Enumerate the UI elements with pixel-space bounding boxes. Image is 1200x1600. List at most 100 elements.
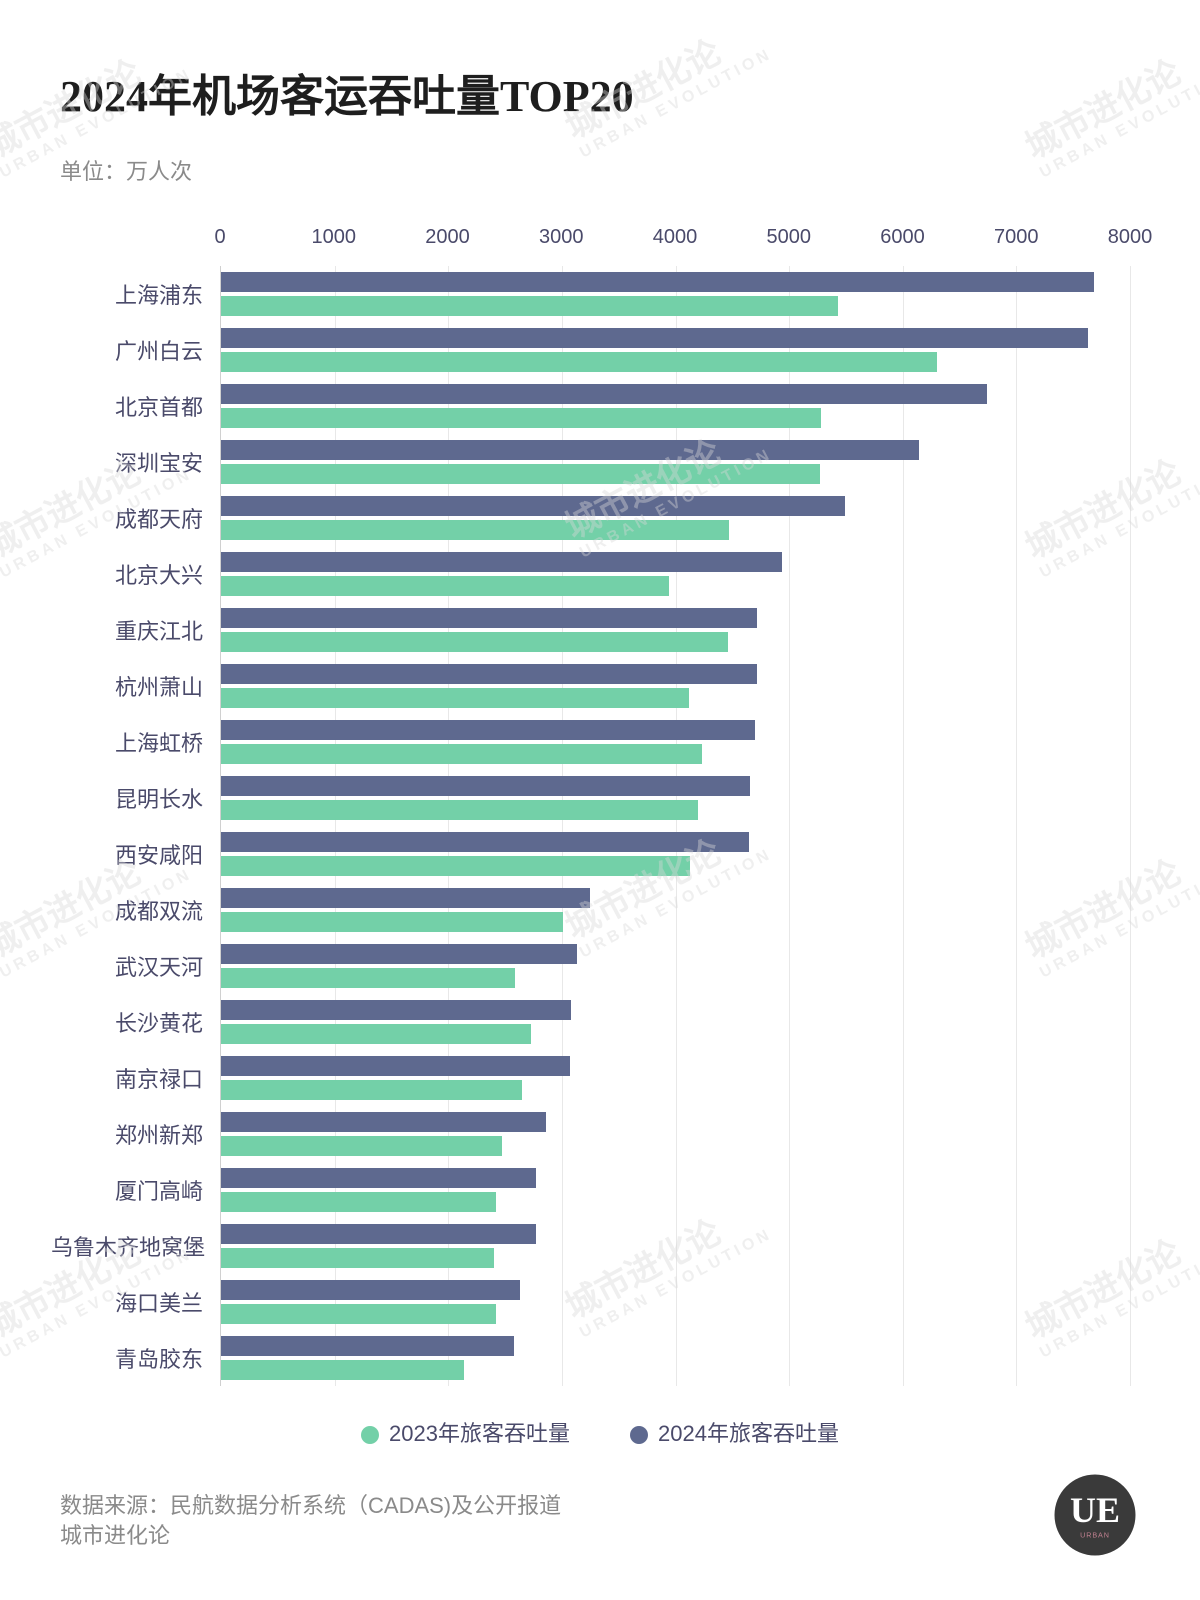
y-label: 青岛胶东 xyxy=(51,1342,221,1374)
chart-row: 郑州新郑 xyxy=(221,1106,1130,1162)
chart-row: 南京禄口 xyxy=(221,1050,1130,1106)
chart-row: 重庆江北 xyxy=(221,602,1130,658)
bar-2023 xyxy=(221,520,729,540)
bar-2024 xyxy=(221,552,782,572)
bar-2024 xyxy=(221,384,987,404)
x-tick: 1000 xyxy=(312,226,357,249)
bar-2023 xyxy=(221,632,728,652)
legend-swatch-icon xyxy=(361,1426,379,1444)
plot-area: 上海浦东广州白云北京首都深圳宝安成都天府北京大兴重庆江北杭州萧山上海虹桥昆明长水… xyxy=(220,266,1130,1386)
bar-2023 xyxy=(221,1192,496,1212)
bar-2024 xyxy=(221,272,1094,292)
chart-row: 成都天府 xyxy=(221,490,1130,546)
bar-2024 xyxy=(221,1336,514,1356)
bar-2023 xyxy=(221,1024,531,1044)
bar-2024 xyxy=(221,776,750,796)
chart-row: 长沙黄花 xyxy=(221,994,1130,1050)
bar-2024 xyxy=(221,720,755,740)
brand-logo-icon: UE URBAN xyxy=(1050,1470,1140,1560)
bar-2024 xyxy=(221,608,757,628)
grid-line xyxy=(1130,266,1131,1386)
chart-row: 深圳宝安 xyxy=(221,434,1130,490)
legend-item: 2023年旅客吞吐量 xyxy=(361,1416,570,1448)
y-label: 成都双流 xyxy=(51,894,221,926)
y-label: 海口美兰 xyxy=(51,1286,221,1318)
bar-2023 xyxy=(221,1360,464,1380)
bar-2023 xyxy=(221,744,702,764)
bar-2023 xyxy=(221,1304,496,1324)
bar-2024 xyxy=(221,1000,571,1020)
chart-row: 厦门高崎 xyxy=(221,1162,1130,1218)
bar-2023 xyxy=(221,912,563,932)
chart-row: 成都双流 xyxy=(221,882,1130,938)
chart-row: 上海虹桥 xyxy=(221,714,1130,770)
x-tick: 0 xyxy=(214,226,225,249)
y-label: 成都天府 xyxy=(51,502,221,534)
bar-2023 xyxy=(221,688,689,708)
y-label: 厦门高崎 xyxy=(51,1174,221,1206)
y-label: 长沙黄花 xyxy=(51,1006,221,1038)
y-label: 广州白云 xyxy=(51,334,221,366)
x-tick: 7000 xyxy=(994,226,1039,249)
y-label: 杭州萧山 xyxy=(51,670,221,702)
bar-2024 xyxy=(221,888,590,908)
svg-text:URBAN: URBAN xyxy=(1080,1531,1110,1540)
bar-2024 xyxy=(221,1168,536,1188)
chart-row: 上海浦东 xyxy=(221,266,1130,322)
y-label: 上海虹桥 xyxy=(51,726,221,758)
bar-2023 xyxy=(221,1080,522,1100)
x-tick: 8000 xyxy=(1108,226,1153,249)
bar-2024 xyxy=(221,328,1088,348)
y-label: 乌鲁木齐地窝堡 xyxy=(51,1230,221,1262)
bar-2023 xyxy=(221,352,937,372)
bar-2023 xyxy=(221,296,838,316)
y-label: 北京大兴 xyxy=(51,558,221,590)
chart-area: 010002000300040005000600070008000 上海浦东广州… xyxy=(220,226,1130,1386)
bar-2023 xyxy=(221,464,820,484)
chart-row: 武汉天河 xyxy=(221,938,1130,994)
y-label: 武汉天河 xyxy=(51,950,221,982)
y-label: 南京禄口 xyxy=(51,1062,221,1094)
bar-2024 xyxy=(221,1056,570,1076)
y-label: 上海浦东 xyxy=(51,278,221,310)
bar-2024 xyxy=(221,1112,546,1132)
y-label: 昆明长水 xyxy=(51,782,221,814)
y-label: 北京首都 xyxy=(51,390,221,422)
bar-2023 xyxy=(221,1136,502,1156)
bar-2023 xyxy=(221,576,669,596)
legend-swatch-icon xyxy=(630,1426,648,1444)
chart-row: 昆明长水 xyxy=(221,770,1130,826)
bar-2023 xyxy=(221,1248,494,1268)
legend-item: 2024年旅客吞吐量 xyxy=(630,1416,839,1448)
footer-brand: 城市进化论 xyxy=(60,1518,170,1550)
bar-2024 xyxy=(221,944,577,964)
bar-2024 xyxy=(221,1224,536,1244)
chart-row: 西安咸阳 xyxy=(221,826,1130,882)
x-tick: 3000 xyxy=(539,226,584,249)
bar-2024 xyxy=(221,496,845,516)
chart-row: 青岛胶东 xyxy=(221,1330,1130,1386)
legend-label: 2023年旅客吞吐量 xyxy=(389,1421,570,1446)
chart-row: 广州白云 xyxy=(221,322,1130,378)
x-axis: 010002000300040005000600070008000 xyxy=(220,226,1130,266)
y-label: 重庆江北 xyxy=(51,614,221,646)
x-tick: 5000 xyxy=(767,226,812,249)
y-label: 西安咸阳 xyxy=(51,838,221,870)
bar-2024 xyxy=(221,1280,520,1300)
y-label: 郑州新郑 xyxy=(51,1118,221,1150)
unit-label: 单位：万人次 xyxy=(60,154,1140,186)
bar-2023 xyxy=(221,408,821,428)
x-tick: 4000 xyxy=(653,226,698,249)
data-source: 数据来源：民航数据分析系统（CADAS)及公开报道 xyxy=(60,1488,1140,1520)
chart-title: 2024年机场客运吞吐量TOP20 xyxy=(60,60,1140,124)
bar-2024 xyxy=(221,832,749,852)
bar-2024 xyxy=(221,664,757,684)
bar-2024 xyxy=(221,440,919,460)
bar-2023 xyxy=(221,800,698,820)
chart-row: 北京首都 xyxy=(221,378,1130,434)
chart-row: 北京大兴 xyxy=(221,546,1130,602)
bar-2023 xyxy=(221,968,515,988)
svg-text:UE: UE xyxy=(1070,1490,1120,1530)
chart-row: 海口美兰 xyxy=(221,1274,1130,1330)
x-tick: 6000 xyxy=(880,226,925,249)
